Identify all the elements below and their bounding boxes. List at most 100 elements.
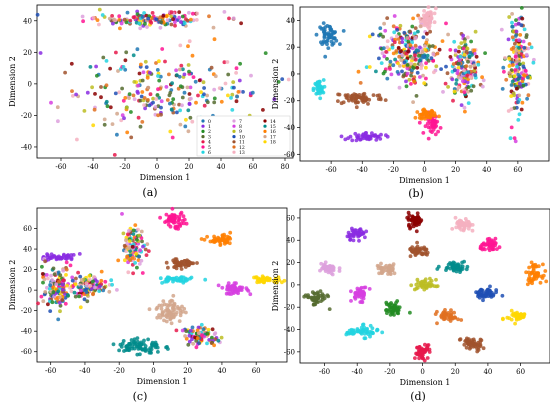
y-tick-label: -20 <box>21 112 32 120</box>
scatter-point <box>356 329 360 334</box>
scatter-point <box>480 75 484 80</box>
panel-2: -60 -40 -20 0 20 40 60 -60 -40 -20 0 20 40 Dimension … <box>271 5 550 200</box>
scatter-point <box>396 37 401 41</box>
scatter-point <box>413 26 418 30</box>
scatter-point <box>351 95 355 99</box>
scatter-point <box>443 308 447 312</box>
x-tick-label: -20 <box>384 368 395 376</box>
scatter-point <box>380 330 385 335</box>
scatter-point <box>395 70 400 74</box>
scatter-point <box>425 114 430 119</box>
scatter-point <box>518 62 522 67</box>
scatter-point <box>428 115 433 120</box>
scatter-point <box>517 112 522 117</box>
scatter-point <box>444 21 448 26</box>
scatter-point <box>388 67 392 71</box>
scatter-point <box>374 138 379 142</box>
scatter-point <box>391 262 396 266</box>
scatter-point <box>170 81 175 86</box>
scatter-point <box>70 89 74 93</box>
scatter-point <box>186 108 191 113</box>
scatter-point <box>369 331 373 336</box>
scatter-point <box>353 131 358 136</box>
scatter-point <box>414 223 419 228</box>
scatter-point <box>166 217 171 222</box>
scatter-point <box>531 263 535 268</box>
scatter-point <box>517 46 521 50</box>
scatter-point <box>478 337 483 342</box>
scatter-point <box>529 260 534 265</box>
scatter-point <box>519 107 524 112</box>
scatter-point <box>386 269 390 273</box>
scatter-point <box>268 278 272 283</box>
scatter-point <box>384 50 388 54</box>
scatter-point <box>35 12 40 17</box>
scatter-point <box>227 292 232 296</box>
scatter-point <box>526 75 530 80</box>
scatter-point <box>140 120 145 124</box>
scatter-point <box>175 259 180 264</box>
scatter-point <box>147 307 152 312</box>
scatter-point <box>183 124 188 129</box>
scatter-point <box>85 299 90 304</box>
scatter-point <box>404 79 408 84</box>
scatter-point <box>100 13 105 17</box>
scatter-point <box>513 54 518 59</box>
scatter-point <box>423 47 427 52</box>
scatter-point <box>402 30 407 35</box>
scatter-point <box>424 111 429 115</box>
panel-3: -60 -40 -20 0 20 40 60 -60 -40 -20 0 20 40 60 Dimensio… <box>8 206 288 403</box>
scatter-point <box>220 236 225 241</box>
scatter-point <box>135 47 140 52</box>
scatter-point <box>158 276 163 281</box>
scatter-point <box>327 307 332 311</box>
scatter-point <box>357 293 361 298</box>
scatter-point <box>509 83 514 87</box>
scatter-point <box>87 277 92 282</box>
scatter-point <box>321 21 326 25</box>
scatter-point <box>481 346 486 351</box>
scatter-point <box>355 231 359 236</box>
legend-entry: 9 <box>239 129 242 135</box>
scatter-point <box>56 270 61 275</box>
scatter-point <box>97 22 101 27</box>
legend-entry: 14 <box>270 119 276 125</box>
scatter-point <box>444 268 448 272</box>
scatter-point <box>497 245 502 250</box>
scatter-point <box>500 293 505 298</box>
scatter-point <box>315 91 320 96</box>
scatter-point <box>458 54 463 59</box>
legend-marker <box>201 150 205 154</box>
scatter-point <box>164 260 169 265</box>
y-tick-label: -40 <box>21 328 32 336</box>
scatter-point <box>399 49 403 54</box>
scatter-point <box>522 73 526 78</box>
scatter-point <box>521 315 526 319</box>
scatter-point <box>524 33 529 37</box>
scatter-point <box>503 56 507 60</box>
scatter-point <box>142 103 147 107</box>
scatter-point <box>117 348 121 353</box>
scatter-point <box>44 273 49 277</box>
scatter-point <box>465 46 470 51</box>
scatter-point <box>337 92 342 97</box>
scatter-point <box>363 235 367 240</box>
scatter-point <box>306 295 310 299</box>
scatter-point <box>456 66 461 70</box>
scatter-point <box>172 303 177 308</box>
scatter-point <box>120 86 124 91</box>
scatter-point <box>330 35 335 40</box>
scatter-point <box>225 284 230 288</box>
scatter-point <box>425 53 430 58</box>
scatter-point <box>194 345 199 350</box>
scatter-point <box>107 289 112 294</box>
scatter-point <box>116 69 120 73</box>
scatter-point <box>325 42 329 47</box>
scatter-point <box>216 283 221 288</box>
scatter-point <box>510 20 514 25</box>
scatter-point <box>212 234 217 239</box>
scatter-point <box>261 108 265 112</box>
scatter-point <box>199 322 204 327</box>
scatter-point <box>521 61 526 66</box>
scatter-point <box>392 303 397 308</box>
